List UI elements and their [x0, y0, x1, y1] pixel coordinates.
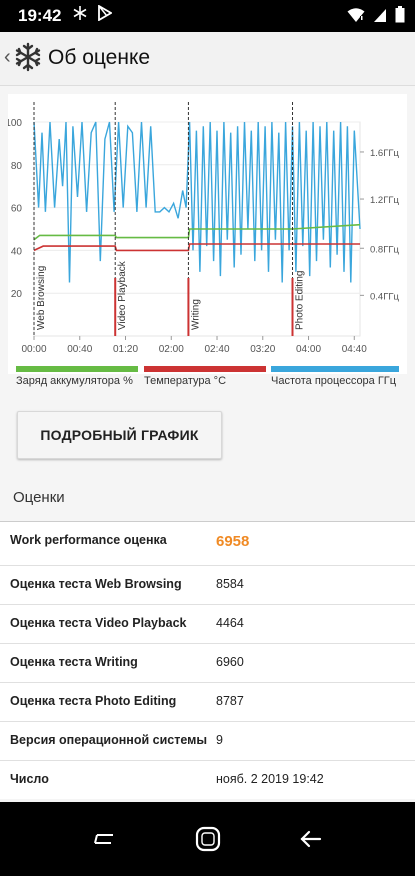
- home-icon: [195, 826, 221, 852]
- legend-temperature: Температура °C: [144, 366, 266, 394]
- chart-card: 100 80 60 40 20 1.6ГГц 1.2ГГц 0.8ГГц 0.4ГГц 00:00…: [5, 94, 407, 374]
- row-label: Оценка теста Writing: [10, 655, 138, 669]
- phase-label: Web Browsing: [36, 266, 47, 330]
- y-tick-label: 80: [11, 161, 23, 172]
- row-value: 8787: [216, 694, 244, 708]
- x-tick-label: 02:40: [205, 344, 230, 355]
- recents-icon: [94, 834, 113, 844]
- back-arrow-icon: [300, 830, 322, 848]
- row-label: Число: [10, 772, 49, 786]
- page-title: Об оценке: [48, 46, 151, 69]
- back-chevron-icon[interactable]: ‹: [4, 46, 11, 68]
- y-tick-label: 60: [11, 204, 23, 215]
- app-bar: ‹ Об оценке: [0, 32, 415, 86]
- phase-label: Photo Editing: [295, 271, 306, 331]
- y-right-tick-label: 1.2ГГц: [370, 195, 399, 206]
- phase-label: Video Playback: [117, 260, 128, 330]
- scores-section-title: Оценки: [13, 489, 65, 506]
- row-value: 4464: [216, 616, 244, 630]
- table-row: Work performance оценка 6958: [0, 521, 415, 565]
- legend-temperature-swatch: [144, 366, 266, 372]
- row-value: 9: [216, 733, 223, 747]
- table-row: Оценка теста Writing 6960: [0, 643, 415, 682]
- table-row: Версия операционной системы 9: [0, 721, 415, 760]
- signal-icon: [373, 7, 387, 28]
- y-tick-label: 40: [11, 246, 23, 257]
- legend-cpu-label: Частота процессора ГГц: [271, 375, 397, 387]
- legend-temperature-label: Температура °C: [144, 375, 227, 387]
- x-tick-label: 04:40: [342, 344, 367, 355]
- content-area: 100 80 60 40 20 1.6ГГц 1.2ГГц 0.8ГГц 0.4ГГц 00:00…: [0, 86, 415, 802]
- row-label: Оценка теста Photo Editing: [10, 694, 177, 708]
- wifi-icon: [347, 7, 365, 28]
- legend-battery-swatch: [16, 366, 138, 372]
- work-performance-score: 6958: [216, 533, 250, 550]
- recents-button[interactable]: [84, 824, 124, 854]
- y-right-tick-label: 0.4ГГц: [370, 291, 399, 302]
- x-tick-label: 00:40: [67, 344, 92, 355]
- x-tick-label: 04:00: [296, 344, 321, 355]
- notification-icons: [72, 4, 113, 26]
- back-button[interactable]: [291, 824, 331, 854]
- legend-cpu: Частота процессора ГГц: [271, 366, 399, 394]
- legend-battery: Заряд аккумулятора %: [16, 366, 138, 394]
- scores-table: Work performance оценка 6958 Оценка тест…: [0, 521, 415, 799]
- row-label: Оценка теста Web Browsing: [10, 577, 182, 591]
- table-row: Число нояб. 2 2019 19:42: [0, 760, 415, 799]
- system-icons: [347, 6, 405, 28]
- battery-icon: [395, 6, 405, 28]
- navigation-bar: [0, 802, 415, 876]
- series-line: [33, 121, 361, 283]
- status-bar: 19:42: [0, 0, 415, 32]
- detailed-chart-button[interactable]: ПОДРОБНЫЙ ГРАФИК: [17, 411, 222, 459]
- x-tick-label: 00:00: [21, 344, 46, 355]
- series-line: [33, 243, 360, 252]
- x-tick-label: 03:20: [250, 344, 275, 355]
- legend-battery-label: Заряд аккумулятора %: [16, 375, 133, 387]
- row-label: Версия операционной системы: [10, 733, 208, 747]
- legend-cpu-swatch: [271, 366, 399, 372]
- x-tick-label: 02:00: [159, 344, 184, 355]
- row-value: 8584: [216, 577, 244, 591]
- chart-legend: Заряд аккумулятора % Температура °C Част…: [0, 366, 415, 406]
- series-line: [33, 223, 361, 241]
- x-tick-label: 01:20: [113, 344, 138, 355]
- row-label: Work performance оценка: [10, 533, 167, 547]
- row-label: Оценка теста Video Playback: [10, 616, 187, 630]
- y-right-tick-label: 1.6ГГц: [370, 148, 399, 159]
- play-store-icon: [98, 4, 113, 26]
- snowflake-app-icon[interactable]: [14, 42, 42, 77]
- table-row: Оценка теста Photo Editing 8787: [0, 682, 415, 721]
- performance-chart: 100 80 60 40 20 1.6ГГц 1.2ГГц 0.8ГГц 0.4ГГц 00:00…: [5, 102, 399, 355]
- y-right-tick-label: 0.8ГГц: [370, 244, 399, 255]
- table-row: Оценка теста Video Playback 4464: [0, 604, 415, 643]
- row-value: нояб. 2 2019 19:42: [216, 772, 324, 786]
- home-button[interactable]: [188, 824, 228, 854]
- y-tick-label: 20: [11, 289, 23, 300]
- table-row: Оценка теста Web Browsing 8584: [0, 565, 415, 604]
- y-tick-label: 100: [8, 118, 22, 129]
- phase-label: Writing: [190, 299, 201, 330]
- row-value: 6960: [216, 655, 244, 669]
- snowflake-notification-icon: [72, 5, 88, 26]
- status-time: 19:42: [18, 6, 62, 25]
